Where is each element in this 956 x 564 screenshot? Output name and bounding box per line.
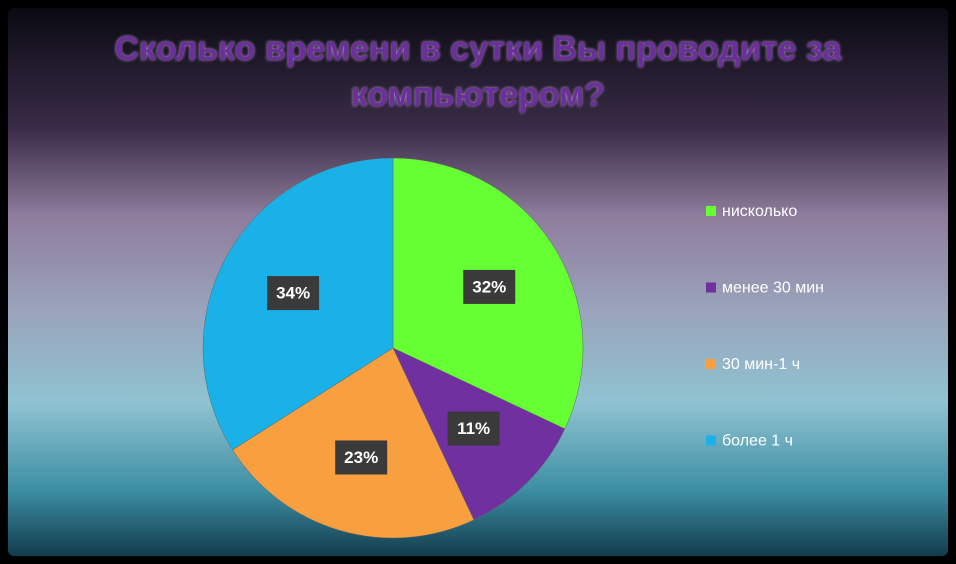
- legend-swatch: [706, 359, 716, 369]
- data-label-box: [267, 276, 320, 311]
- legend-label: менее 30 мин: [722, 280, 824, 297]
- data-label-box: [463, 269, 516, 304]
- data-label: 32%: [472, 277, 506, 296]
- data-label: 11%: [457, 419, 490, 438]
- chart-title: Сколько времени в сутки Вы проводите за …: [114, 30, 842, 114]
- legend-swatch: [706, 435, 716, 446]
- data-label-box: [335, 440, 388, 475]
- legend-label: более 1 ч: [722, 433, 793, 450]
- data-label: 23%: [344, 448, 378, 467]
- data-label-box: [447, 411, 500, 446]
- legend-label: 30 мин-1 ч: [722, 356, 800, 373]
- legend-swatch: [706, 206, 716, 216]
- legend-swatch: [706, 282, 716, 293]
- legend-label: нисколько: [722, 203, 797, 220]
- data-label: 34%: [276, 284, 310, 303]
